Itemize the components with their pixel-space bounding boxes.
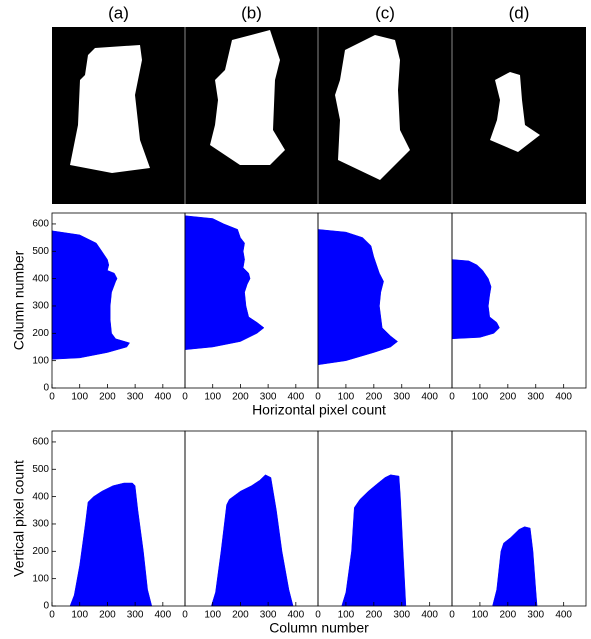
panel-label: (b) bbox=[241, 3, 262, 22]
y-axis-title: Column number bbox=[11, 250, 27, 350]
x-tick-label: 300 bbox=[127, 610, 144, 621]
y-tick-label: 100 bbox=[32, 355, 49, 366]
x-tick-label: 400 bbox=[154, 392, 171, 403]
x-tick-label: 100 bbox=[472, 392, 489, 403]
panel-label: (d) bbox=[509, 3, 530, 22]
y-tick-label: 400 bbox=[32, 491, 49, 502]
x-tick-label: 100 bbox=[472, 610, 489, 621]
x-tick-label: 200 bbox=[365, 392, 382, 403]
area bbox=[318, 229, 398, 364]
x-tick-label: 300 bbox=[527, 392, 544, 403]
x-tick-label: 400 bbox=[555, 610, 572, 621]
y-tick-label: 0 bbox=[43, 601, 49, 612]
area bbox=[452, 260, 500, 339]
x-tick-label: 0 bbox=[182, 610, 188, 621]
silhouette bbox=[335, 35, 410, 180]
x-tick-label: 300 bbox=[393, 392, 410, 403]
x-tick-label: 400 bbox=[154, 610, 171, 621]
panel-label: (a) bbox=[108, 3, 129, 22]
y-tick-label: 500 bbox=[32, 464, 49, 475]
x-tick-label: 400 bbox=[287, 392, 304, 403]
x-tick-label: 100 bbox=[204, 610, 221, 621]
panel-label: (c) bbox=[375, 3, 395, 22]
x-tick-label: 0 bbox=[182, 392, 188, 403]
y-tick-label: 300 bbox=[32, 301, 49, 312]
y-tick-label: 600 bbox=[32, 219, 49, 230]
y-tick-label: 400 bbox=[32, 273, 49, 284]
x-tick-label: 0 bbox=[49, 392, 55, 403]
x-tick-label: 0 bbox=[449, 610, 455, 621]
figure: (a) (b) (c) (d) 0 100 200 300 400 0 100 200 300 400 50… bbox=[0, 0, 591, 639]
y-tick-label: 100 bbox=[32, 573, 49, 584]
y-axis-title: Vertical pixel count bbox=[11, 460, 27, 577]
x-tick-label: 200 bbox=[232, 610, 249, 621]
mask-images bbox=[52, 27, 586, 204]
y-tick-label: 200 bbox=[32, 546, 49, 557]
x-axis-title: Horizontal pixel count bbox=[252, 402, 386, 418]
x-axis-title: Column number bbox=[269, 620, 369, 636]
x-tick-label: 0 bbox=[315, 610, 321, 621]
area bbox=[70, 483, 152, 606]
x-tick-label: 0 bbox=[449, 392, 455, 403]
y-tick-label: 200 bbox=[32, 328, 49, 339]
x-tick-label: 100 bbox=[204, 392, 221, 403]
x-tick-label: 0 bbox=[49, 610, 55, 621]
x-tick-label: 300 bbox=[260, 610, 277, 621]
area bbox=[185, 216, 264, 350]
x-tick-label: 0 bbox=[315, 392, 321, 403]
x-tick-label: 300 bbox=[260, 392, 277, 403]
x-tick-label: 200 bbox=[232, 392, 249, 403]
x-tick-label: 200 bbox=[499, 610, 516, 621]
y-tick-label: 600 bbox=[32, 437, 49, 448]
area bbox=[493, 527, 538, 606]
x-tick-label: 200 bbox=[499, 392, 516, 403]
y-tick-label: 0 bbox=[43, 383, 49, 394]
x-tick-label: 100 bbox=[338, 392, 355, 403]
area bbox=[342, 475, 406, 606]
x-tick-label: 400 bbox=[287, 610, 304, 621]
x-tick-label: 200 bbox=[365, 610, 382, 621]
x-tick-label: 300 bbox=[393, 610, 410, 621]
y-tick-label: 300 bbox=[32, 519, 49, 530]
x-tick-label: 400 bbox=[555, 392, 572, 403]
x-tick-label: 300 bbox=[527, 610, 544, 621]
x-tick-label: 400 bbox=[421, 392, 438, 403]
x-tick-label: 400 bbox=[421, 610, 438, 621]
x-tick-label: 300 bbox=[127, 392, 144, 403]
x-tick-label: 200 bbox=[99, 610, 116, 621]
area bbox=[52, 231, 130, 359]
x-tick-label: 200 bbox=[99, 392, 116, 403]
x-tick-label: 100 bbox=[71, 610, 88, 621]
x-tick-label: 100 bbox=[338, 610, 355, 621]
area bbox=[211, 475, 293, 606]
y-tick-label: 500 bbox=[32, 246, 49, 257]
x-tick-label: 100 bbox=[71, 392, 88, 403]
